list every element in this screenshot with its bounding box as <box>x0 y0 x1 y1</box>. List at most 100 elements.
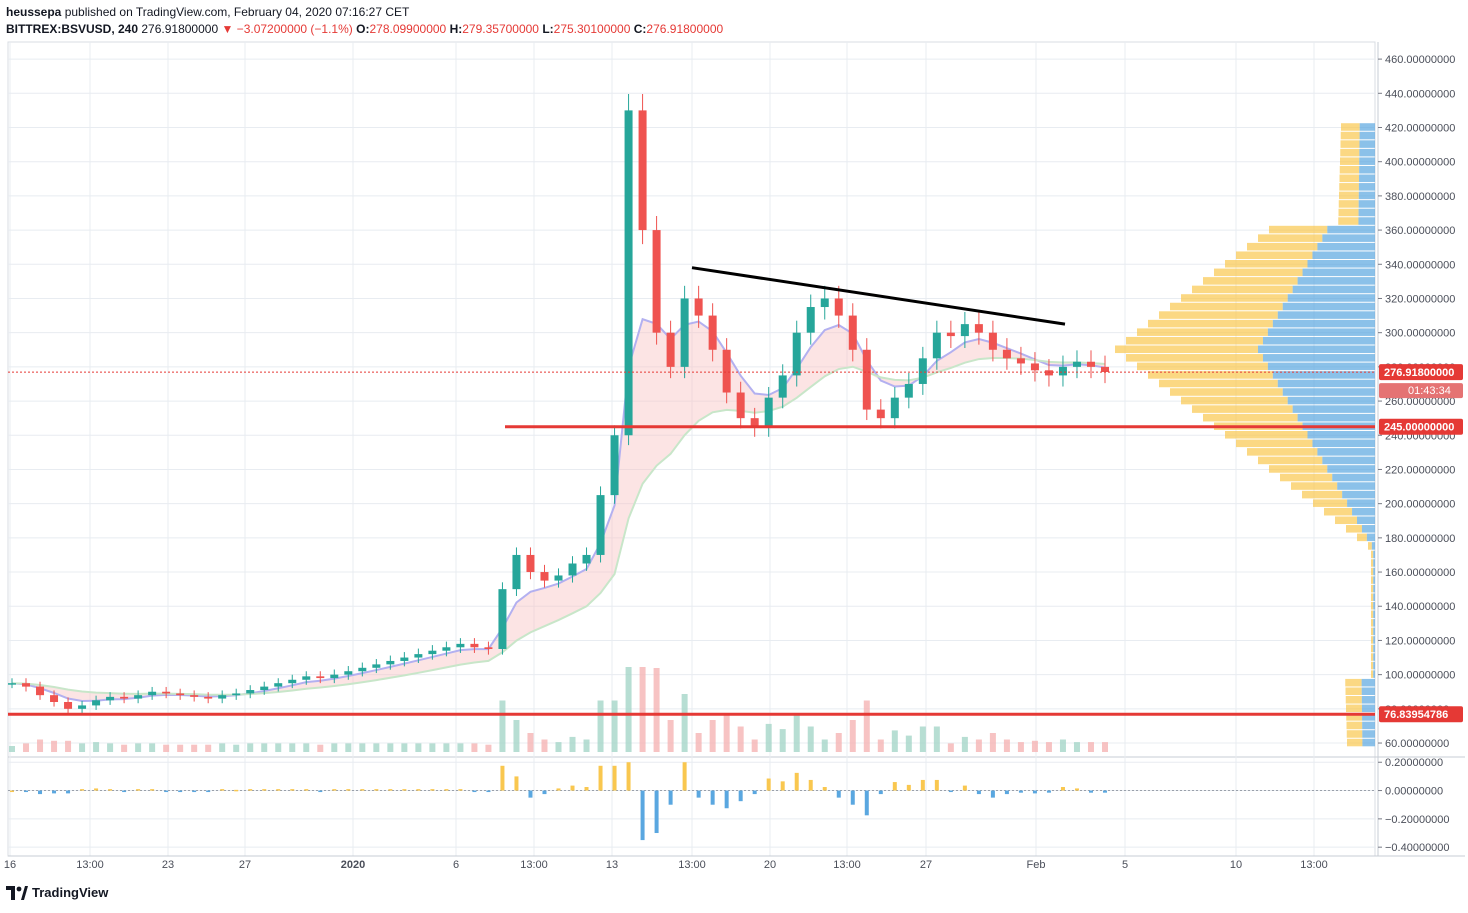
vp-bar-down <box>1366 533 1375 542</box>
vp-bar-down <box>1373 593 1375 601</box>
candle-body <box>1030 363 1039 371</box>
candle-body <box>218 695 227 699</box>
vp-bar-up <box>1203 413 1298 422</box>
vp-bar-down <box>1359 148 1375 157</box>
vp-bar-down <box>1361 704 1375 713</box>
vp-bar-up <box>1338 217 1359 225</box>
vp-bar-down <box>1373 567 1375 576</box>
ichimoku-cloud <box>12 319 1105 701</box>
vp-bar-down <box>1272 371 1375 379</box>
trendline <box>691 266 1066 326</box>
author-name[interactable]: heussepa <box>6 5 62 19</box>
osc-bar <box>1074 788 1079 791</box>
vp-bar-up <box>1313 499 1348 507</box>
vp-bar-down <box>1362 738 1375 747</box>
vp-bar-down <box>1359 140 1375 148</box>
last-price-label: 276.91800000 <box>1384 367 1454 379</box>
volume-bar <box>667 720 674 752</box>
x-tick-label: 13:00 <box>1300 859 1328 871</box>
volume-bar <box>51 740 58 752</box>
volume-bar <box>513 720 520 752</box>
x-tick-label: 20 <box>764 859 776 871</box>
y-tick-label: 380.00000000 <box>1385 191 1455 203</box>
volume-bar <box>821 739 828 752</box>
vp-bar-down <box>1373 653 1375 661</box>
osc-bar <box>472 790 477 793</box>
vp-bar-up <box>1324 507 1353 516</box>
volume-bar <box>65 740 72 752</box>
vp-bar-down <box>1359 157 1375 165</box>
countdown-label: 01:43:34 <box>1408 385 1451 397</box>
osc-bar <box>276 789 281 791</box>
volume-bar <box>569 736 576 752</box>
vp-bar-down <box>1322 456 1375 465</box>
volume-bar <box>541 739 548 752</box>
vp-bar-down <box>1362 713 1375 721</box>
candle-body <box>120 696 129 699</box>
vp-bar-up <box>1170 302 1283 311</box>
high-value: 279.35700000 <box>462 22 539 36</box>
volume-bar <box>499 700 506 752</box>
vp-bar-up <box>1302 490 1343 499</box>
vp-bar-down <box>1337 482 1375 490</box>
vp-bar-down <box>1352 507 1375 516</box>
vp-bar-up <box>1339 165 1360 174</box>
osc-bar <box>388 789 393 791</box>
osc-bar <box>976 790 981 795</box>
vp-bar-down <box>1373 550 1375 559</box>
volume-bar <box>863 700 870 752</box>
volume-bar <box>191 744 198 752</box>
volume-bar <box>163 744 170 752</box>
osc-tick-label: 0.20000000 <box>1385 757 1443 769</box>
tradingview-footer[interactable]: TradingView <box>6 885 108 900</box>
volume-bar <box>457 743 464 752</box>
vp-bar-down <box>1373 661 1375 670</box>
candle-body <box>232 693 241 696</box>
candle-body <box>414 654 423 658</box>
symbol-label: BITTREX:BSVUSD, 240 <box>6 22 139 36</box>
osc-bar <box>864 790 869 816</box>
vp-bar-up <box>1371 567 1374 576</box>
candle-body <box>1002 349 1011 359</box>
osc-bar <box>836 790 841 798</box>
low-value: 275.30100000 <box>553 22 631 36</box>
y-tick-label: 180.00000000 <box>1385 533 1455 545</box>
vp-bar-up <box>1371 619 1374 627</box>
vp-bar-up <box>1371 559 1374 567</box>
osc-bar <box>822 787 827 791</box>
y-tick-label: 440.00000000 <box>1385 88 1455 100</box>
volume-bar <box>275 743 282 752</box>
vp-bar-up <box>1203 277 1298 285</box>
candle-body <box>806 307 815 333</box>
osc-bar <box>80 789 85 791</box>
osc-bar <box>542 790 547 795</box>
candle-body <box>918 358 927 384</box>
osc-bar <box>206 790 211 793</box>
osc-bar <box>346 789 351 791</box>
vp-bar-down <box>1332 473 1375 482</box>
vp-bar-up <box>1247 242 1318 251</box>
vp-bar-down <box>1287 396 1375 405</box>
osc-bar <box>766 778 771 791</box>
candle-body <box>288 679 297 684</box>
volume-bar <box>1003 739 1010 752</box>
vp-bar-up <box>1269 465 1328 473</box>
tradingview-logo-icon <box>6 885 28 900</box>
vp-bar-up <box>1148 319 1273 328</box>
vp-bar-down <box>1373 619 1375 627</box>
candle-body <box>820 298 829 308</box>
y-tick-label: 100.00000000 <box>1385 670 1455 682</box>
candle-body <box>736 392 745 419</box>
volume-bar <box>401 743 408 752</box>
volume-bars <box>9 667 1108 752</box>
candle-body <box>456 643 465 648</box>
candle-body <box>22 683 31 687</box>
vp-bar-up <box>1341 123 1360 131</box>
volume-bar <box>205 744 212 752</box>
volume-bar <box>233 744 240 752</box>
osc-bar <box>164 790 169 793</box>
y-tick-label: 420.00000000 <box>1385 122 1455 134</box>
y-tick-label: 200.00000000 <box>1385 499 1455 511</box>
vp-bar-down <box>1361 525 1375 533</box>
